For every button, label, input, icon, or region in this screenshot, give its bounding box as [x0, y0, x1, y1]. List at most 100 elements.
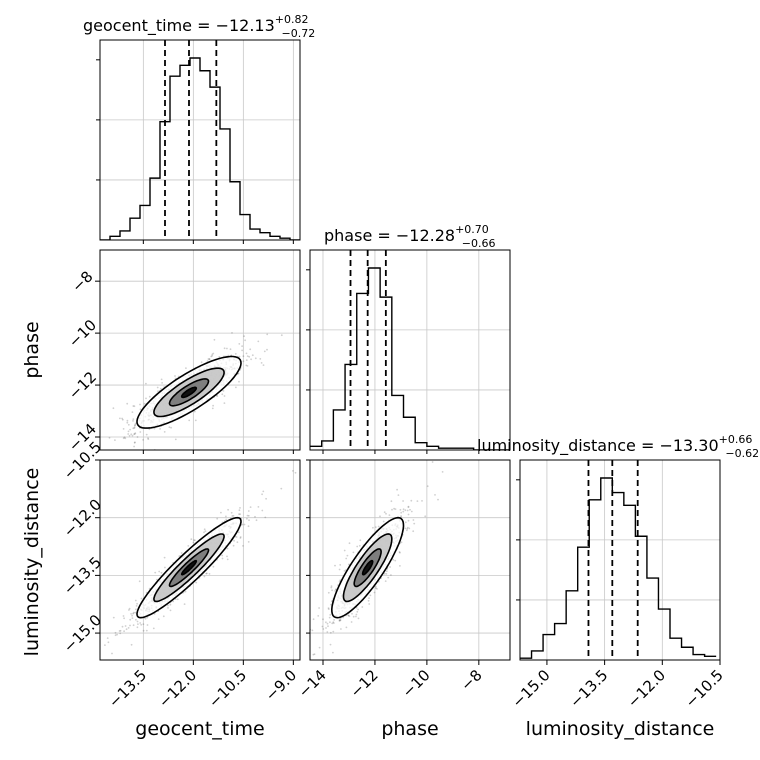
sample-point [123, 617, 125, 620]
sample-point [242, 355, 245, 358]
sample-point [230, 511, 233, 514]
sample-point [211, 407, 214, 410]
sample-point [226, 555, 228, 558]
grid-geocent-time-hist [100, 40, 300, 240]
sample-point [242, 545, 244, 547]
sample-point [212, 565, 215, 568]
sample-point [355, 613, 358, 616]
sample-point [410, 510, 413, 513]
x-tick-label: −9.0 [262, 666, 300, 704]
sample-point [129, 624, 131, 627]
contours-geocent-time-phase [136, 355, 242, 429]
sample-point [125, 628, 128, 631]
sample-point [407, 513, 410, 516]
sample-point [235, 536, 238, 538]
sample-point [332, 651, 334, 654]
grid-phase-hist [310, 250, 510, 450]
sample-point [249, 506, 252, 508]
sample-point [124, 437, 127, 440]
sample-point [233, 539, 236, 542]
sample-point [153, 613, 156, 615]
sample-point [345, 557, 348, 560]
sample-point [213, 338, 216, 341]
xlabel-phase: phase [381, 718, 438, 740]
sample-point [185, 367, 187, 369]
sample-point [317, 615, 320, 617]
sample-point [194, 539, 196, 542]
sample-point [239, 513, 242, 516]
sample-point [404, 527, 407, 530]
sample-point [238, 355, 241, 358]
sample-point [238, 513, 240, 515]
sample-point [234, 353, 237, 355]
sample-point [375, 585, 377, 588]
joint-panel-phase-luminosity-distance [310, 445, 510, 660]
sample-point [261, 509, 264, 512]
sample-point [223, 347, 226, 350]
sample-point [339, 619, 341, 622]
sample-point [312, 618, 315, 621]
sample-point [398, 551, 401, 553]
grid-luminosity-distance-hist [520, 460, 720, 660]
sample-point [325, 621, 327, 624]
title-geocent-time: geocent_time = −12.13+0.82 −0.72 [83, 13, 315, 40]
grid-geocent-time-luminosity-distance [100, 460, 300, 660]
sample-point [251, 354, 254, 357]
frame-geocent-time-hist [99, 39, 301, 241]
sample-point [134, 424, 137, 426]
sample-point [369, 594, 372, 597]
sample-point [208, 358, 211, 360]
sample-point [136, 626, 139, 629]
sample-point [385, 573, 388, 575]
sample-point [359, 539, 362, 542]
sample-point [122, 428, 125, 430]
sample-point [157, 618, 160, 620]
sample-point [356, 545, 359, 548]
sample-point [312, 653, 315, 656]
x-tick-label: −10.5 [682, 666, 727, 711]
sample-point [127, 423, 130, 426]
sample-point [397, 494, 400, 496]
sample-point [112, 407, 115, 410]
x-tick-label: −12 [347, 666, 382, 701]
sample-point [148, 457, 150, 459]
sample-point [154, 571, 157, 574]
sample-point [133, 405, 136, 408]
quantile-lines-geocent-time [164, 40, 218, 240]
sample-point [332, 622, 335, 624]
sample-point [247, 525, 250, 528]
sample-point [385, 512, 387, 515]
sample-point [132, 418, 135, 420]
y-tick-label: −12 [65, 368, 100, 403]
sample-point [132, 427, 135, 430]
sample-point [247, 541, 250, 543]
sample-point [121, 417, 123, 420]
frame-geocent-time-luminosity-distance [99, 459, 301, 661]
sample-point [396, 488, 398, 491]
sample-point [338, 619, 341, 622]
sample-point [132, 405, 135, 407]
sample-point [121, 418, 124, 421]
sample-point [114, 631, 117, 634]
sample-point [168, 426, 171, 429]
sample-point [136, 620, 139, 623]
sample-point [239, 507, 241, 509]
sample-point [145, 629, 148, 632]
x-tick-label: −10.5 [205, 666, 250, 711]
sample-point [449, 445, 451, 447]
sample-point [340, 628, 342, 630]
sample-point [322, 618, 324, 621]
sample-point [160, 378, 163, 381]
sample-point [330, 603, 332, 606]
sample-point [87, 656, 89, 658]
sample-point [318, 607, 320, 609]
sample-point [127, 609, 130, 611]
sample-point [133, 427, 136, 429]
sample-point [441, 471, 444, 473]
histogram-luminosity-distance [520, 477, 717, 659]
sample-point [210, 355, 213, 358]
sample-point [412, 530, 415, 533]
sample-point [227, 508, 230, 511]
sample-point [247, 510, 250, 512]
sample-point [245, 359, 248, 361]
